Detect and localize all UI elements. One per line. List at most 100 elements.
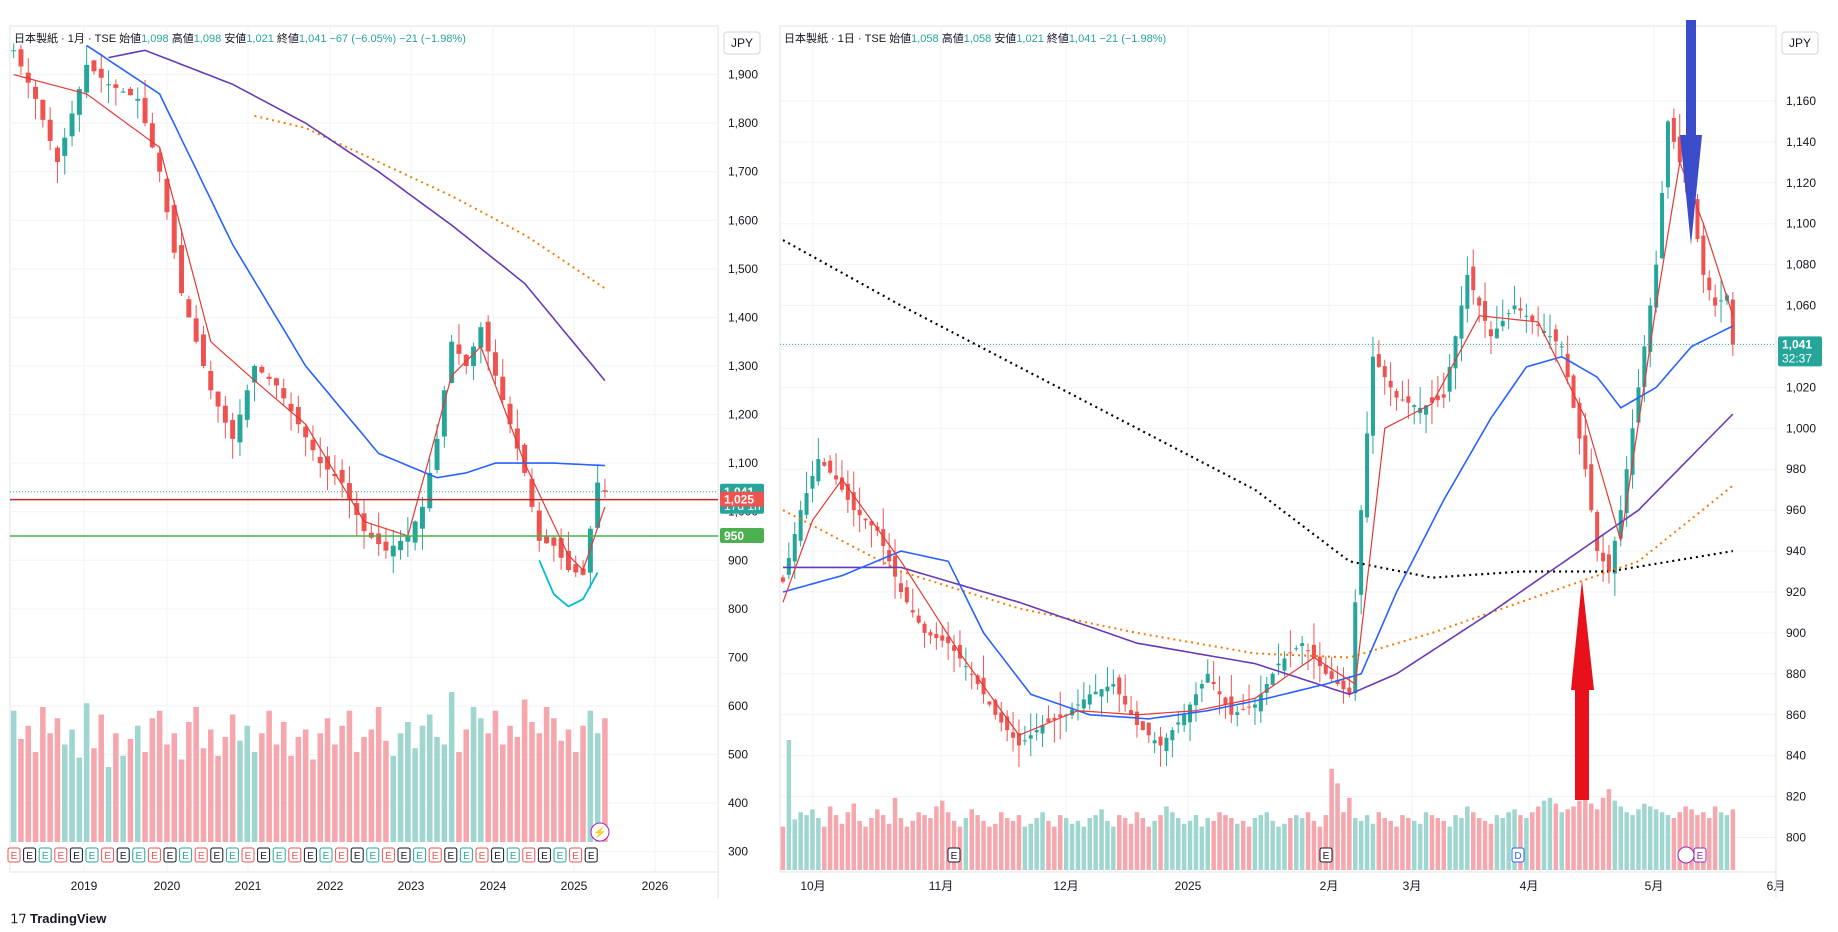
candle-body: [252, 366, 258, 383]
y-tick-label: 1,160: [1786, 94, 1816, 108]
candle-body: [25, 72, 31, 83]
legend-low: 1,021: [246, 33, 277, 45]
candle-body: [266, 376, 272, 379]
volume-bar: [1034, 818, 1039, 870]
volume-bar: [1488, 823, 1494, 870]
candle-body: [1252, 704, 1257, 708]
candle-body: [1435, 395, 1440, 401]
volume-bar: [1559, 812, 1564, 870]
candle-body: [127, 88, 133, 96]
earnings-marker: E: [416, 851, 423, 862]
candle-body: [215, 391, 221, 407]
cup-pattern-line: [538, 559, 599, 608]
earnings-marker-box: [522, 847, 536, 863]
volume-bar: [375, 707, 382, 842]
volume-bar: [928, 818, 933, 870]
earnings-marker: E: [479, 851, 486, 862]
volume-bar: [1069, 823, 1075, 870]
legend-open: 1,098: [141, 33, 172, 45]
candle-body: [975, 675, 980, 685]
candle-body: [405, 536, 411, 542]
y-tick-label: 1,020: [1786, 380, 1816, 394]
y-tick-label: 900: [728, 553, 748, 567]
volume-bar: [1659, 812, 1665, 870]
volume-bar: [120, 755, 126, 842]
volume-bar: [1164, 806, 1169, 870]
volume-bar: [463, 729, 470, 842]
candle-body: [1075, 704, 1080, 706]
earnings-marker: E: [213, 851, 220, 862]
earnings-marker: E: [432, 851, 439, 862]
candle-body: [869, 521, 874, 526]
lightning-icon: [590, 822, 610, 842]
volume-bar: [963, 818, 969, 870]
candle-body: [1270, 673, 1275, 685]
volume-bar: [892, 797, 898, 870]
candle-body: [1046, 718, 1051, 723]
volume-bar: [940, 800, 945, 870]
legend-high: 1,098: [194, 33, 225, 45]
earnings-marker: E: [557, 851, 564, 862]
lightning-glyph: ⚡: [593, 826, 607, 839]
y-tick-label: 840: [1786, 749, 1806, 763]
earnings-marker-box: [116, 847, 130, 863]
volume-bar: [1370, 823, 1376, 870]
earnings-marker-box: [194, 847, 208, 863]
candle-body: [434, 438, 440, 470]
volume-bar: [251, 752, 258, 842]
volume-bar: [1441, 820, 1446, 870]
volume-bar: [1394, 826, 1399, 870]
y-tick-label: 960: [1786, 503, 1806, 517]
volume-bar: [1140, 818, 1146, 870]
earnings-marker-box: [101, 847, 115, 863]
y-tick-label: 1,600: [728, 213, 758, 227]
earnings-marker: E: [369, 851, 376, 862]
candle-body: [1370, 356, 1375, 436]
y-tick-label: 1,000: [1786, 421, 1816, 435]
earnings-marker: E: [57, 851, 64, 862]
volume-bar: [529, 722, 535, 842]
volume-bar: [1288, 818, 1293, 870]
volume-bar: [945, 812, 951, 870]
legend-high-label: 高値: [942, 31, 964, 45]
candle-body: [76, 89, 82, 115]
candle-body: [910, 610, 915, 613]
candle-body: [904, 587, 909, 603]
candle-body: [1052, 717, 1057, 720]
candle-body: [237, 414, 243, 443]
y-tick-label: 1,300: [728, 359, 758, 373]
currency-box: [723, 31, 761, 55]
volume-bar: [1010, 820, 1016, 870]
legend-symbol: 日本製紙 · 1日 · TSE: [784, 31, 889, 45]
candle-body: [69, 113, 75, 137]
candle-body: [1129, 710, 1134, 715]
volume-bar: [186, 722, 192, 842]
volume-bar: [1618, 806, 1623, 870]
candle-body: [492, 352, 498, 376]
volume-bar: [280, 722, 287, 842]
earnings-marker-box: [241, 847, 255, 863]
candle-body: [1406, 396, 1411, 403]
volume-bar: [1435, 818, 1441, 870]
volume-bar: [1689, 809, 1694, 870]
candle-body: [565, 551, 571, 570]
daily-candlestick-chart[interactable]: 1,1601,1401,1201,1001,0801,0601,0401,020…: [776, 0, 1838, 904]
volume-bar: [1093, 815, 1098, 870]
volume-bar: [470, 707, 477, 842]
volume-bar: [1028, 823, 1033, 870]
candle-body: [863, 518, 868, 521]
candle-body: [916, 615, 921, 623]
volume-bar: [1058, 815, 1063, 870]
red-arrow-head: [1571, 580, 1594, 690]
weekly-chart-panel[interactable]: 1,900 1,800 1,700 1,600 1,500 1,400 1,300 1,200…: [0, 0, 770, 904]
monthly-candlestick-chart[interactable]: 1,900 1,800 1,700 1,600 1,500 1,400 1,300 1,200…: [0, 0, 770, 904]
tradingview-footer[interactable]: 𝟷𝟽 TradingView: [10, 906, 106, 930]
earnings-marker-box: [397, 847, 411, 863]
y-tick-label: 980: [1786, 462, 1806, 476]
daily-chart-panel[interactable]: 1,1601,1401,1201,1001,0801,0601,0401,020…: [776, 0, 1838, 904]
volume-bar: [91, 748, 97, 842]
earnings-marker: E: [198, 851, 205, 862]
volume-bar: [237, 740, 243, 842]
earnings-marker: E: [182, 851, 189, 862]
earnings-marker-box: [475, 847, 489, 863]
